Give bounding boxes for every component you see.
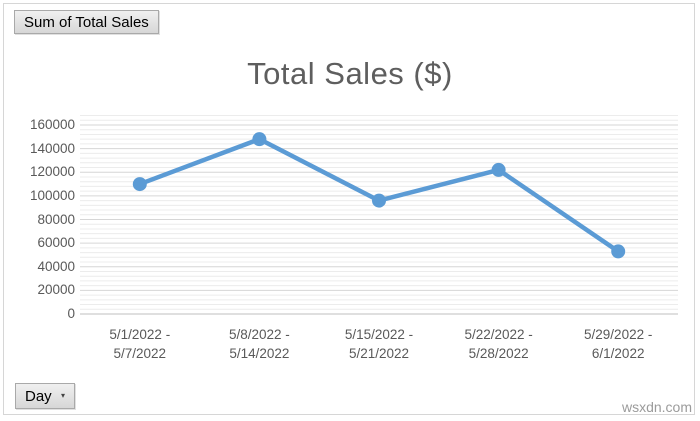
watermark: wsxdn.com <box>621 399 692 415</box>
y-axis-label: 40000 <box>37 258 75 274</box>
x-axis-label: 5/15/2022 -5/21/2022 <box>344 327 414 361</box>
y-axis-label: 20000 <box>37 282 75 298</box>
y-axis-label: 0 <box>67 306 75 321</box>
data-point-marker[interactable] <box>372 193 386 208</box>
y-axis-label: 60000 <box>37 235 75 251</box>
y-axis-label: 140000 <box>29 140 75 156</box>
dropdown-arrow-icon: ▾ <box>60 391 65 400</box>
value-field-button[interactable]: Sum of Total Sales <box>14 10 159 34</box>
data-point-marker[interactable] <box>491 162 506 177</box>
x-axis-label: 5/29/2022 -6/1/2022 <box>584 327 653 361</box>
chart-frame <box>3 3 695 415</box>
data-point-marker[interactable] <box>611 244 626 259</box>
data-point-marker[interactable] <box>252 132 267 147</box>
axis-field-button-label: Day <box>25 387 52 405</box>
y-axis-label: 80000 <box>37 211 75 227</box>
axis-field-button[interactable]: Day ▾ <box>15 383 75 409</box>
chart-title: Total Sales ($) <box>247 56 453 91</box>
data-point-marker[interactable] <box>132 177 147 192</box>
y-axis-label: 120000 <box>29 164 75 180</box>
x-axis-label: 5/1/2022 -5/7/2022 <box>109 327 171 361</box>
y-axis-label: 100000 <box>29 187 75 203</box>
value-field-button-label: Sum of Total Sales <box>24 13 149 31</box>
y-axis-label: 160000 <box>29 117 75 132</box>
x-axis-label: 5/8/2022 -5/14/2022 <box>228 327 290 361</box>
x-axis-label: 5/22/2022 -5/28/2022 <box>464 327 533 361</box>
